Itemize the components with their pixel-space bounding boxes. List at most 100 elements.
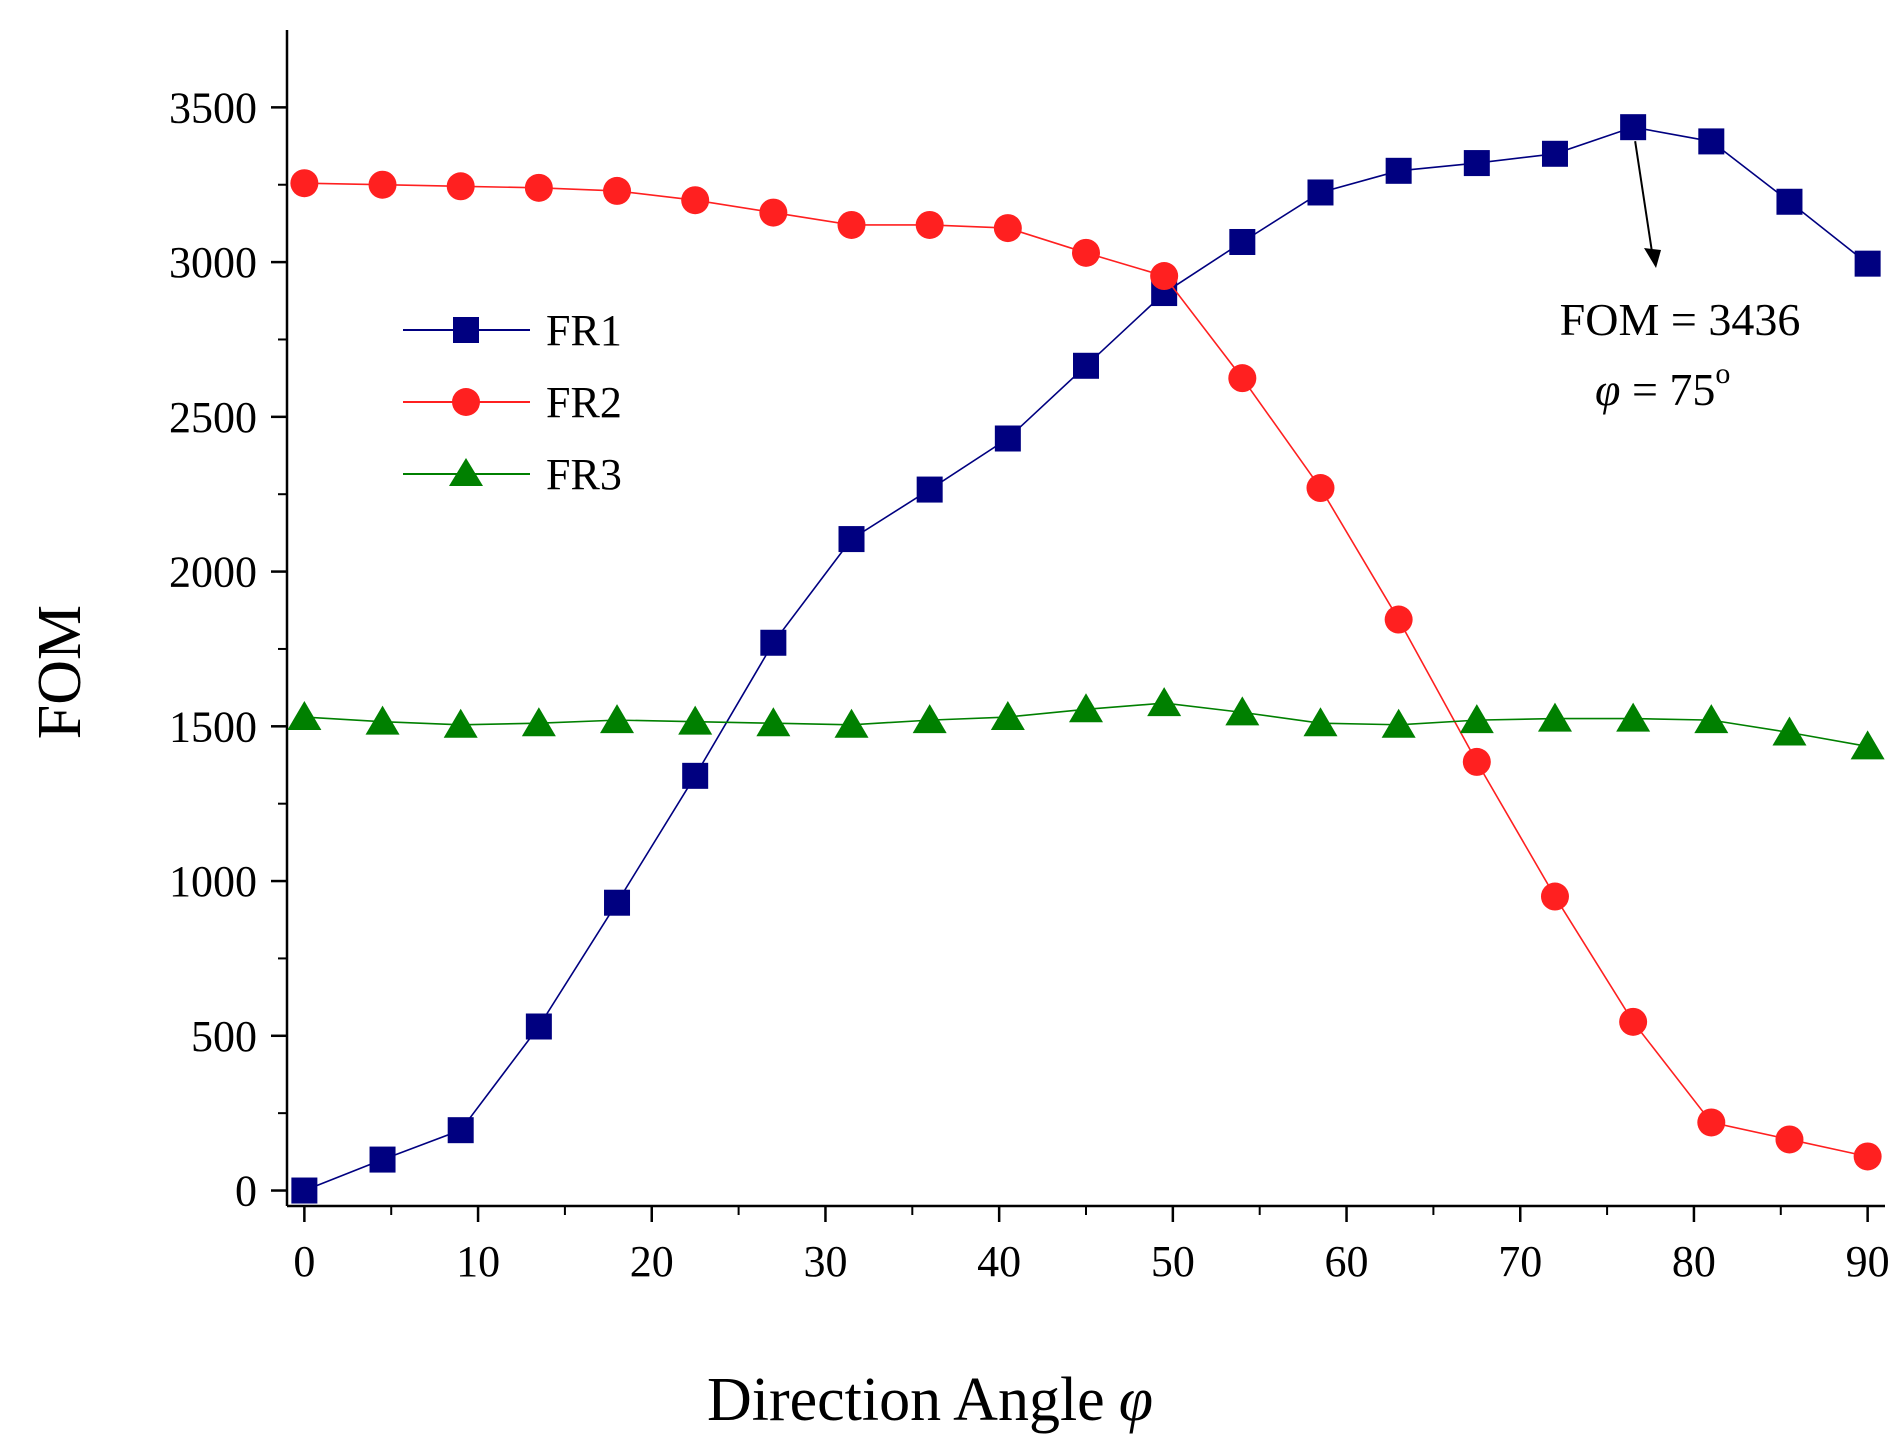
data-point-fr1	[1073, 352, 1099, 379]
data-point-fr2	[1540, 882, 1569, 911]
y-tick-label: 2000	[169, 548, 257, 597]
x-axis-title: Direction Angle φ	[707, 1366, 1153, 1434]
data-point-fr2	[837, 210, 866, 239]
data-point-fr3	[521, 707, 556, 737]
data-point-fr3	[1616, 702, 1651, 732]
data-point-fr1	[291, 1177, 318, 1204]
y-axis-title: FOM	[26, 605, 94, 739]
x-tick-label: 70	[1498, 1237, 1542, 1286]
data-point-fr3	[443, 708, 478, 738]
x-tick-label: 20	[630, 1237, 674, 1286]
data-point-fr2	[1697, 1108, 1726, 1137]
legend: FR1 FR2 FR3	[403, 306, 622, 499]
data-point-fr2	[759, 198, 788, 227]
data-point-fr3	[1147, 687, 1182, 717]
y-tick-label: 3500	[169, 83, 257, 132]
x-tick-label: 0	[293, 1237, 315, 1286]
data-point-fr1	[682, 762, 709, 789]
data-point-fr3	[1537, 702, 1572, 732]
data-point-fr1	[1620, 114, 1647, 141]
x-tick-label: 40	[977, 1237, 1021, 1286]
data-point-fr3	[1850, 730, 1885, 760]
data-point-fr3	[1303, 707, 1338, 737]
annotation-degree-mark: o	[1715, 357, 1730, 390]
data-point-fr1	[838, 526, 865, 553]
y-tick-label: 0	[235, 1167, 257, 1216]
annotation-arrow-line	[1634, 141, 1653, 253]
data-point-fr3	[990, 701, 1025, 731]
series-fr2	[290, 169, 1882, 1171]
x-tick-label: 80	[1672, 1237, 1716, 1286]
data-point-fr1	[760, 629, 787, 656]
x-tick-label: 90	[1846, 1237, 1890, 1286]
legend-marker-fr2	[452, 388, 480, 416]
data-point-fr1	[369, 1146, 396, 1173]
data-point-fr2	[603, 176, 632, 205]
data-point-fr2	[446, 172, 475, 201]
data-point-fr3	[756, 707, 791, 737]
data-point-fr3	[600, 704, 635, 734]
annotation-angle-value: = 75	[1620, 364, 1715, 415]
data-point-fr1	[447, 1117, 474, 1144]
data-point-fr3	[1069, 693, 1103, 723]
data-point-fr2	[1462, 747, 1491, 776]
data-point-fr3	[834, 708, 869, 738]
legend-marker-fr3	[449, 458, 483, 486]
y-tick-label: 1000	[169, 857, 257, 906]
x-axis-title-symbol: φ	[1119, 1366, 1153, 1434]
data-point-fr2	[1384, 605, 1413, 634]
axes-layer: 0 10 20 30 40 50 60 70 80 90 0 500 1000 1500 2000 2500 3…	[169, 30, 1890, 1286]
data-point-fr1	[1541, 140, 1568, 167]
series-layer	[287, 114, 1885, 1204]
data-point-fr2	[1150, 262, 1179, 291]
annotation-phi-symbol: φ	[1595, 364, 1620, 415]
data-point-fr1	[604, 889, 631, 916]
data-point-fr1	[1229, 228, 1256, 255]
data-point-fr2	[524, 173, 553, 202]
x-tick-label: 60	[1325, 1237, 1369, 1286]
data-point-fr1	[525, 1013, 552, 1040]
x-axis-title-text: Direction Angle	[707, 1366, 1105, 1434]
data-point-fr3	[365, 705, 400, 735]
data-point-fr3	[1694, 704, 1729, 734]
y-tick-label: 3000	[169, 238, 257, 287]
x-tick-label: 50	[1151, 1237, 1195, 1286]
legend-label-fr2: FR2	[546, 378, 622, 427]
annotation-arrowhead	[1644, 248, 1661, 268]
data-point-fr1	[1463, 150, 1490, 177]
data-point-fr3	[1225, 696, 1260, 726]
y-tick-label: 2500	[169, 393, 257, 442]
data-point-fr3	[1381, 708, 1416, 738]
data-point-fr2	[1306, 474, 1335, 503]
data-point-fr2	[1775, 1125, 1804, 1154]
data-point-fr2	[368, 170, 397, 199]
data-point-fr3	[1459, 704, 1494, 734]
data-point-fr2	[1228, 364, 1257, 393]
legend-label-fr1: FR1	[546, 306, 622, 355]
data-point-fr3	[287, 701, 322, 731]
annotation-angle: φ = 75o	[1595, 357, 1730, 415]
y-tick-label: 500	[191, 1012, 257, 1061]
data-point-fr3	[1772, 716, 1807, 746]
data-point-fr2	[993, 214, 1022, 243]
data-point-fr2	[915, 210, 944, 239]
data-point-fr1	[1698, 128, 1725, 155]
data-point-fr3	[678, 705, 713, 735]
x-tick-label: 10	[456, 1237, 500, 1286]
data-point-fr2	[1072, 238, 1100, 267]
data-point-fr2	[1853, 1142, 1882, 1171]
series-fr3	[287, 687, 1885, 760]
series-fr1	[291, 114, 1881, 1204]
y-tick-label: 1500	[169, 702, 257, 751]
annotation-fom-value: FOM = 3436	[1560, 294, 1801, 345]
legend-label-fr3: FR3	[546, 450, 622, 499]
peak-annotation: FOM = 3436 φ = 75o	[1560, 141, 1801, 415]
data-point-fr2	[1619, 1007, 1648, 1036]
data-point-fr1	[1385, 157, 1412, 184]
data-point-fr1	[1776, 188, 1803, 215]
data-point-fr2	[290, 169, 319, 198]
data-point-fr1	[916, 476, 943, 503]
x-tick-label: 30	[803, 1237, 847, 1286]
